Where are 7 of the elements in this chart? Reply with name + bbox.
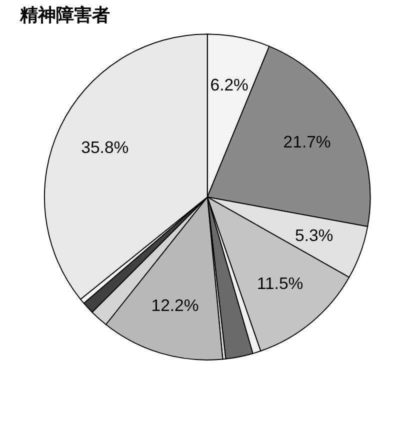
data-label: 6.2%: [210, 76, 249, 95]
data-label: 11.5%: [256, 274, 304, 294]
data-label: 35.8%: [81, 138, 129, 157]
data-label: 21.7%: [283, 132, 331, 152]
data-label: 5.3%: [294, 226, 334, 245]
data-label: 12.2%: [151, 296, 199, 315]
chart-title: 精神障害者: [18, 5, 110, 26]
